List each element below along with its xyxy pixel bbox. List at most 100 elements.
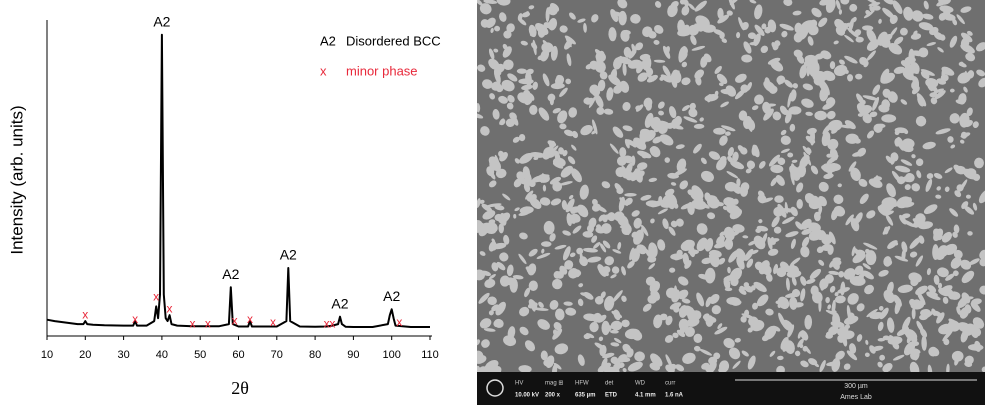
dendrite bbox=[900, 99, 908, 105]
dendrite bbox=[812, 59, 818, 71]
dendrite bbox=[751, 105, 759, 111]
dendrite bbox=[724, 287, 733, 292]
dendrite bbox=[897, 284, 913, 293]
dendrite bbox=[817, 195, 827, 207]
dendrite bbox=[601, 357, 608, 370]
dendrite bbox=[856, 303, 865, 312]
dendrite bbox=[610, 320, 623, 331]
info-label: curr bbox=[665, 381, 675, 387]
dendrite bbox=[622, 173, 631, 179]
dendrite bbox=[947, 136, 954, 143]
dendrite bbox=[528, 248, 538, 257]
dendrite bbox=[837, 287, 850, 294]
dendrite bbox=[681, 105, 690, 112]
dendrite bbox=[752, 302, 758, 310]
dendrite bbox=[855, 73, 863, 80]
dendrite bbox=[689, 102, 696, 111]
dendrite bbox=[528, 5, 535, 10]
dendrite bbox=[545, 355, 555, 369]
dendrite bbox=[866, 39, 880, 51]
dendrite bbox=[793, 32, 803, 43]
dendrite bbox=[877, 321, 884, 332]
dendrite bbox=[749, 41, 758, 46]
dendrite bbox=[631, 155, 636, 166]
dendrite bbox=[549, 176, 562, 185]
scale-bar-label: 300 µm bbox=[844, 383, 868, 390]
dendrite bbox=[481, 203, 493, 212]
peak-label: A2 bbox=[383, 288, 400, 304]
peak-label: A2 bbox=[280, 247, 297, 263]
dendrite bbox=[725, 131, 731, 136]
dendrite bbox=[537, 319, 550, 330]
dendrite bbox=[519, 326, 529, 336]
dendrite bbox=[538, 301, 544, 308]
dendrite bbox=[743, 41, 752, 54]
dendrite bbox=[972, 202, 978, 211]
dendrite bbox=[719, 82, 724, 87]
dendrite bbox=[909, 348, 921, 354]
dendrite bbox=[784, 201, 789, 214]
dendrite bbox=[967, 231, 973, 236]
dendrite bbox=[552, 278, 563, 290]
dendrite bbox=[949, 208, 959, 217]
dendrite bbox=[696, 237, 708, 252]
dendrite bbox=[965, 194, 971, 199]
dendrite bbox=[604, 295, 615, 311]
dendrite bbox=[800, 276, 807, 286]
dendrite bbox=[790, 206, 798, 217]
dendrite bbox=[719, 32, 725, 39]
dendrite bbox=[966, 107, 973, 117]
dendrite bbox=[953, 164, 962, 172]
dendrite bbox=[867, 257, 875, 265]
dendrite bbox=[542, 184, 547, 192]
dendrite bbox=[883, 226, 889, 235]
dendrite bbox=[913, 30, 918, 36]
dendrite bbox=[911, 183, 921, 192]
dendrite bbox=[829, 285, 836, 293]
dendrite bbox=[888, 43, 903, 55]
dendrite bbox=[717, 7, 724, 20]
dendrite bbox=[933, 228, 944, 241]
dendrite bbox=[521, 84, 533, 91]
dendrite bbox=[754, 94, 764, 105]
dendrite bbox=[740, 84, 749, 93]
dendrite bbox=[682, 352, 696, 364]
y-axis-label: Intensity (arb. units) bbox=[7, 105, 26, 254]
dendrite bbox=[864, 352, 870, 358]
dendrite bbox=[601, 181, 611, 189]
dendrite bbox=[847, 74, 854, 82]
dendrite bbox=[892, 341, 900, 350]
dendrite bbox=[930, 97, 938, 105]
dendrite bbox=[769, 350, 776, 357]
dendrite bbox=[835, 26, 846, 36]
dendrite bbox=[785, 292, 800, 298]
dendrite bbox=[904, 129, 909, 135]
dendrite bbox=[559, 181, 573, 186]
dendrite bbox=[495, 301, 506, 316]
dendrite bbox=[838, 9, 843, 15]
dendrite bbox=[879, 354, 886, 361]
dendrite bbox=[848, 18, 854, 33]
dendrite bbox=[777, 300, 783, 308]
dendrite bbox=[488, 48, 495, 60]
dendrite bbox=[787, 152, 794, 158]
dendrite bbox=[645, 101, 652, 111]
dendrite bbox=[878, 305, 884, 311]
dendrite bbox=[960, 43, 975, 54]
dendrite bbox=[927, 285, 937, 293]
dendrite bbox=[763, 108, 774, 121]
dendrite bbox=[627, 260, 635, 269]
minor-phase-marker: x bbox=[190, 316, 196, 330]
dendrite bbox=[953, 249, 963, 259]
dendrite bbox=[885, 214, 894, 226]
dendrite bbox=[949, 113, 960, 124]
dendrite bbox=[978, 77, 985, 88]
dendrite bbox=[827, 304, 832, 310]
dendrite bbox=[835, 350, 845, 360]
dendrite bbox=[602, 352, 615, 359]
dendrite bbox=[780, 148, 790, 154]
dendrite bbox=[750, 319, 765, 332]
dendrite bbox=[565, 198, 575, 213]
dendrite bbox=[640, 227, 646, 232]
dendrite bbox=[617, 0, 628, 9]
